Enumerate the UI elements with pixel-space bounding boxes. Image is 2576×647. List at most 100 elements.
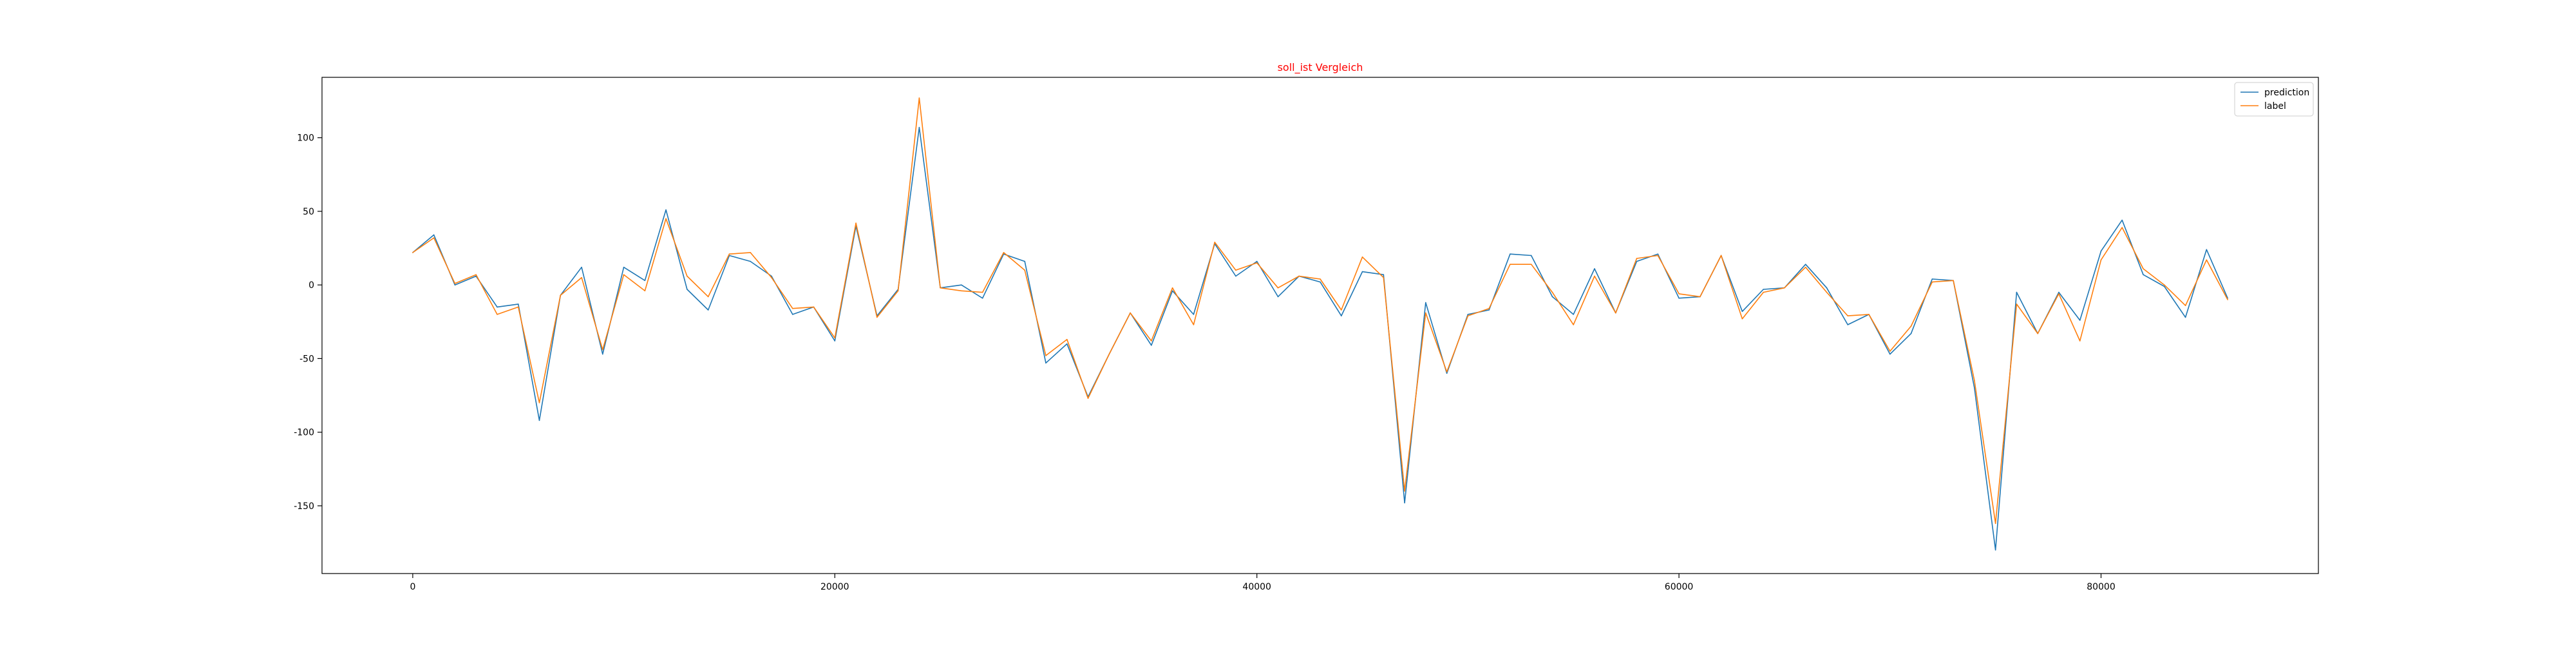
data-point-label <box>1320 278 1321 280</box>
data-point-prediction <box>1193 314 1195 315</box>
data-point-prediction <box>1151 345 1152 346</box>
data-point-label <box>1868 314 1870 315</box>
data-point-prediction <box>1383 274 1385 275</box>
data-point-label <box>1953 280 1954 282</box>
data-point-label <box>1087 398 1089 399</box>
data-point-label <box>1045 355 1046 356</box>
data-point-prediction <box>707 309 709 311</box>
data-point-label <box>1383 276 1385 278</box>
data-point-prediction <box>981 297 983 299</box>
x-tick-label: 80000 <box>2087 582 2116 592</box>
data-point-prediction <box>1678 297 1680 299</box>
legend-box <box>2234 82 2314 117</box>
data-point-label <box>1678 293 1680 295</box>
data-point-prediction <box>771 275 772 277</box>
data-point-label <box>2100 259 2102 261</box>
data-point-prediction <box>1446 372 1448 374</box>
data-point-label <box>771 276 772 278</box>
data-point-prediction <box>1847 324 1849 325</box>
data-point-label <box>1130 312 1131 314</box>
data-point-prediction <box>1277 296 1279 298</box>
data-point-label <box>1720 255 1722 256</box>
data-point-label <box>1488 307 1490 309</box>
legend-label-label: label <box>2264 101 2286 111</box>
data-point-label <box>1931 281 1933 283</box>
data-point-label <box>2037 333 2038 334</box>
data-point-prediction <box>834 340 836 342</box>
data-point-label <box>1214 242 1215 243</box>
data-point-prediction <box>1171 290 1173 292</box>
y-axis: -150 -100 -50 0 50 100 <box>294 133 322 512</box>
data-point-prediction <box>1320 281 1321 283</box>
data-point-label <box>1361 256 1363 258</box>
data-point-prediction <box>750 260 752 262</box>
data-point-prediction <box>538 420 540 421</box>
data-point-label <box>1636 258 1638 259</box>
data-point-label <box>2079 340 2081 342</box>
data-point-prediction <box>2058 291 2060 293</box>
data-point-prediction <box>1045 362 1046 364</box>
data-point-label <box>1003 252 1005 253</box>
data-point-prediction <box>2206 249 2208 251</box>
y-tick-label: 100 <box>297 133 314 144</box>
y-tick-label: 50 <box>303 207 314 217</box>
data-point-label <box>2058 293 2060 295</box>
data-point-label <box>1551 291 1553 293</box>
data-point-label <box>876 316 878 318</box>
data-point-label <box>644 290 646 292</box>
data-point-label <box>602 349 603 351</box>
data-point-label <box>1594 275 1595 277</box>
data-point-prediction <box>454 284 456 285</box>
data-point-label <box>475 274 477 275</box>
data-point-label <box>2227 299 2228 300</box>
data-point-prediction <box>2100 250 2102 252</box>
y-tick-label: -100 <box>294 428 314 438</box>
data-point-prediction <box>1066 343 1068 345</box>
x-tick-label: 40000 <box>1242 582 1271 592</box>
data-point-label <box>1700 296 1701 298</box>
data-point-prediction <box>433 234 435 236</box>
y-tick-label: 0 <box>308 280 314 291</box>
y-tick-label: -50 <box>299 354 314 364</box>
data-point-prediction <box>581 266 582 268</box>
data-point-label <box>1404 490 1405 492</box>
data-point-prediction <box>1826 287 1828 289</box>
data-point-prediction <box>1024 260 1026 262</box>
data-point-label <box>1763 291 1764 293</box>
data-point-label <box>855 222 857 224</box>
data-point-label <box>1446 371 1448 372</box>
data-point-prediction <box>1741 311 1743 313</box>
data-point-label <box>2184 305 2186 306</box>
data-point-label <box>1530 264 1532 265</box>
data-point-label <box>1467 315 1469 316</box>
data-point-label <box>687 275 688 277</box>
data-point-prediction <box>1425 302 1426 304</box>
data-point-prediction <box>1530 255 1532 256</box>
data-point-prediction <box>644 280 646 282</box>
data-point-prediction <box>1340 315 1342 316</box>
data-point-prediction <box>602 353 603 355</box>
data-point-prediction <box>1763 289 1764 290</box>
data-point-prediction <box>1235 275 1236 277</box>
data-point-prediction <box>623 266 625 268</box>
data-point-label <box>1256 262 1258 264</box>
data-point-prediction <box>2079 320 2081 321</box>
data-point-prediction <box>1594 268 1595 269</box>
data-point-prediction <box>497 306 498 308</box>
data-point-prediction <box>687 289 688 290</box>
data-point-label <box>560 295 562 296</box>
data-point-label <box>1171 287 1173 289</box>
data-point-label <box>2016 304 2018 305</box>
plot-area <box>412 97 2228 551</box>
data-point-label <box>1235 269 1236 271</box>
data-point-label <box>433 237 435 238</box>
data-point-prediction <box>1889 353 1891 355</box>
data-point-label <box>1277 287 1279 289</box>
data-point-label <box>581 276 582 278</box>
data-point-prediction <box>665 209 667 211</box>
data-point-label <box>1889 351 1891 352</box>
data-point-label <box>918 97 920 99</box>
data-point-label <box>2143 268 2144 269</box>
series-label <box>412 97 2228 525</box>
